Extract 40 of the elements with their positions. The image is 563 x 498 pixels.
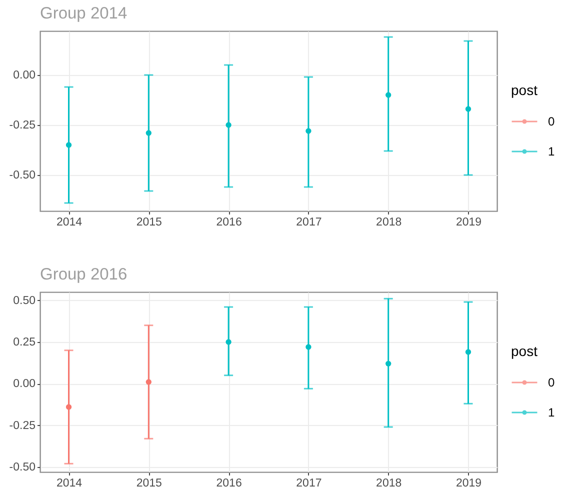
- point: [66, 404, 72, 410]
- x-tick-label: 2014: [56, 478, 83, 490]
- y-tick-label: 0.50: [13, 294, 36, 307]
- chart-title: Group 2014: [40, 4, 128, 22]
- legend-label: 0: [548, 376, 555, 390]
- point: [146, 379, 152, 385]
- y-tick-label: -0.50: [9, 462, 36, 474]
- point: [146, 130, 152, 136]
- legend-title: post: [511, 82, 538, 98]
- x-tick-label: 2018: [376, 216, 402, 228]
- chart-title: Group 2016: [40, 266, 128, 284]
- x-tick-label: 2019: [456, 478, 482, 490]
- point: [66, 142, 72, 148]
- point: [465, 106, 472, 112]
- x-tick-label: 2016: [216, 216, 242, 228]
- x-tick-label: 2015: [136, 478, 162, 490]
- x-tick-label: 2014: [56, 216, 83, 228]
- legend-label: 0: [548, 114, 555, 128]
- x-tick-label: 2019: [456, 216, 482, 228]
- x-tick-label: 2015: [136, 216, 162, 228]
- y-tick-label: 0.00: [13, 70, 36, 82]
- point: [386, 360, 392, 366]
- point: [306, 128, 312, 134]
- point: [306, 344, 312, 350]
- y-tick-label: -0.25: [9, 420, 36, 432]
- legend-title: post: [511, 343, 538, 359]
- y-tick-label: 0.25: [13, 336, 36, 348]
- point: [465, 349, 472, 355]
- legend-label: 1: [548, 406, 555, 420]
- x-tick-label: 2017: [296, 216, 322, 228]
- y-tick-label: -0.50: [9, 170, 36, 182]
- point: [226, 339, 232, 345]
- x-tick-label: 2018: [376, 478, 402, 490]
- x-tick-label: 2016: [216, 478, 242, 490]
- y-tick-label: 0.00: [13, 378, 36, 390]
- point: [226, 122, 232, 128]
- y-tick-label: -0.25: [9, 120, 36, 132]
- x-tick-label: 2017: [296, 478, 322, 490]
- legend-label: 1: [548, 144, 555, 158]
- point: [386, 92, 392, 98]
